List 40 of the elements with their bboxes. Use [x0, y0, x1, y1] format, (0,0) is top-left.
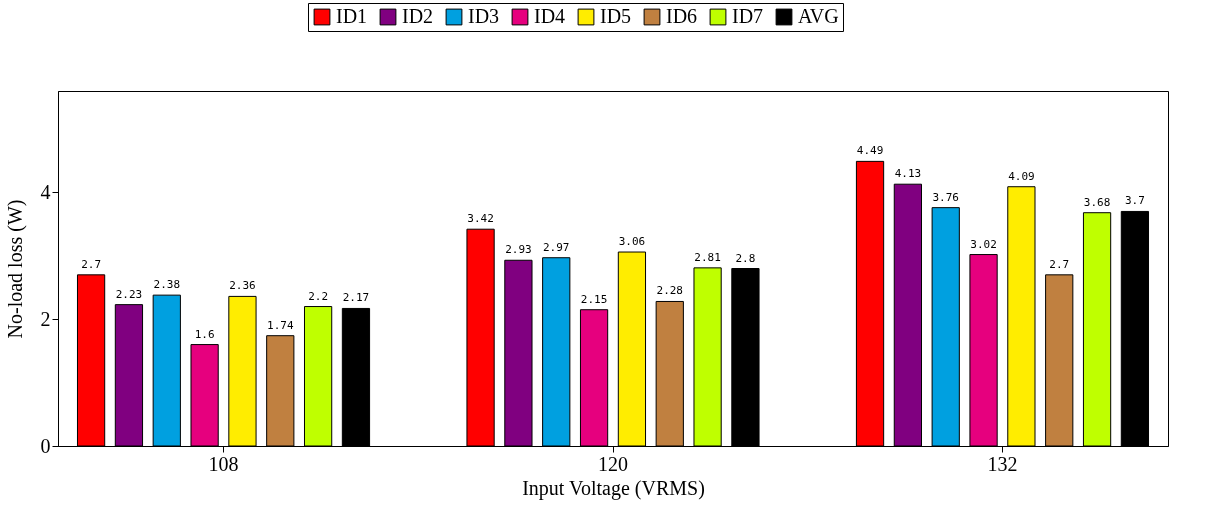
- legend-label: ID4: [534, 5, 566, 27]
- data-label: 2.93: [505, 243, 532, 257]
- x-tick-label: 108: [208, 452, 239, 475]
- data-label: 2.81: [694, 250, 721, 264]
- data-label: 2.17: [342, 291, 370, 305]
- y-axis-title: No-load loss (W): [3, 199, 27, 339]
- data-label: 1.6: [194, 327, 215, 341]
- y-tick-label: 4: [40, 180, 51, 203]
- data-label: 4.09: [1008, 169, 1035, 183]
- data-label: 3.42: [467, 212, 494, 226]
- data-label: 2.23: [115, 287, 143, 301]
- data-label: 3.06: [618, 235, 646, 249]
- legend-label: ID3: [468, 5, 500, 27]
- legend-label: ID1: [336, 5, 368, 27]
- data-label: 3.7: [1124, 194, 1145, 208]
- x-tick-label: 132: [987, 452, 1018, 475]
- data-label: 2.7: [81, 257, 102, 271]
- data-label: 4.49: [856, 144, 884, 158]
- legend-label: ID7: [732, 5, 764, 27]
- legend-label: ID6: [666, 5, 698, 27]
- data-label: 2.38: [153, 278, 181, 292]
- data-label: 3.02: [970, 237, 997, 251]
- y-tick-label: 0: [40, 434, 51, 457]
- x-tick-label: 120: [598, 452, 628, 475]
- y-tick-label: 2: [40, 307, 51, 330]
- data-label: 3.76: [932, 190, 959, 204]
- data-label: 4.13: [894, 167, 922, 181]
- data-label: 2.36: [229, 279, 256, 293]
- data-label: 2.7: [1049, 257, 1070, 271]
- legend-label: ID2: [402, 5, 434, 27]
- data-label: 2.15: [580, 292, 608, 306]
- legend-label: ID5: [600, 5, 632, 27]
- data-label: 1.74: [267, 318, 294, 332]
- data-label: 2.28: [656, 284, 684, 298]
- data-label: 3.68: [1083, 195, 1111, 209]
- data-label: 2.8: [735, 251, 756, 265]
- legend-label: AVG: [798, 5, 839, 27]
- data-label: 2.97: [542, 240, 570, 254]
- x-axis-title: Input Voltage (VRMS): [522, 476, 705, 500]
- data-label: 2.2: [308, 289, 329, 303]
